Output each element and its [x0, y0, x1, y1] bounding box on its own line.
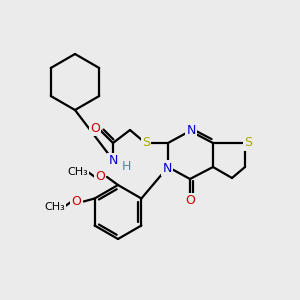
Text: N: N	[162, 161, 172, 175]
Text: H: H	[121, 160, 131, 173]
Text: O: O	[90, 122, 100, 134]
Text: O: O	[95, 170, 105, 184]
Text: N: N	[108, 154, 118, 167]
Text: S: S	[244, 136, 252, 149]
Text: O: O	[185, 194, 195, 208]
Text: O: O	[72, 195, 82, 208]
Text: N: N	[186, 124, 196, 136]
Text: CH₃: CH₃	[44, 202, 65, 212]
Text: S: S	[142, 136, 150, 149]
Text: CH₃: CH₃	[68, 167, 88, 177]
